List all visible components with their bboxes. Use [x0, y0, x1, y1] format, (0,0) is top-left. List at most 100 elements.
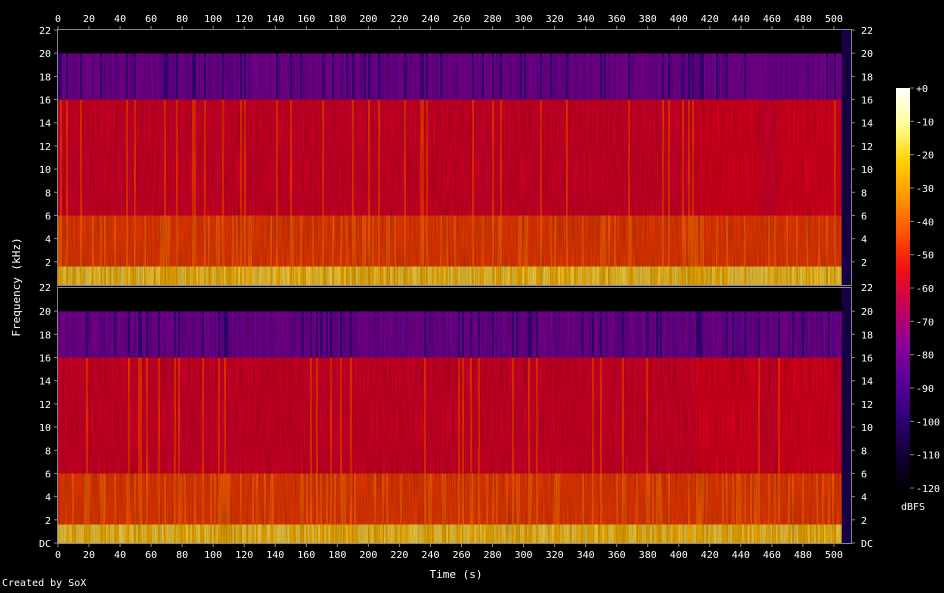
x-tick-label-bottom: 140 [266, 550, 284, 561]
y-tick-label-right: 4 [861, 235, 867, 246]
y-tick-label-right: 20 [861, 307, 873, 318]
y-tick-label-right: 10 [861, 165, 873, 176]
channel-2-texture [58, 288, 851, 543]
x-axis-bottom: 0 20 40 60 80 100 120 140 160 180 200 220 240 260 280 3… [55, 543, 843, 561]
x-tick-label-top: 120 [235, 14, 253, 25]
channel-1-frame [57, 29, 852, 286]
y-tick-label-right: 18 [861, 330, 873, 341]
y-tick-label-left: 10 [39, 165, 51, 176]
x-tick-label-bottom: 120 [235, 550, 253, 561]
colorbar-tick-label: -40 [916, 217, 934, 228]
x-tick-label-bottom: 440 [732, 550, 750, 561]
x-tick-label-top: 400 [670, 14, 688, 25]
x-tick-label-bottom: 280 [483, 550, 501, 561]
colorbar-tick-label: -60 [916, 284, 934, 295]
colorbar-tick-label: -110 [916, 451, 940, 462]
x-tick-label-top: 40 [114, 14, 126, 25]
x-tick-label-top: 140 [266, 14, 284, 25]
x-tick-label-top: 300 [515, 14, 533, 25]
y-tick-label-right: 18 [861, 72, 873, 83]
x-axis-top: 0 20 40 60 80 100 120 140 160 180 200 220 240 260 280 3… [55, 14, 843, 30]
y-tick-label-left: 22 [39, 26, 51, 37]
y-tick-label-left: 2 [45, 258, 51, 269]
y-tick-label-left: 14 [39, 119, 51, 130]
y-axis-label: Frequency (kHz) [10, 237, 23, 336]
x-tick-label-bottom: 40 [114, 550, 126, 561]
x-tick-label-top: 220 [390, 14, 408, 25]
x-tick-label-top: 320 [546, 14, 564, 25]
y-tick-label-right: 16 [861, 354, 873, 365]
y-tick-label-right: 8 [861, 446, 867, 457]
x-tick-label-top: 0 [55, 14, 61, 25]
y-tick-label-left: 8 [45, 446, 51, 457]
x-tick-label-bottom: 380 [639, 550, 657, 561]
y-tick-label-left: 10 [39, 423, 51, 434]
y-tick-label-right: 14 [861, 377, 873, 388]
y-tick-label-left: 18 [39, 72, 51, 83]
sox-credit: Created by SoX [2, 578, 87, 589]
y-tick-label-right: 10 [861, 423, 873, 434]
x-tick-label-bottom: 340 [577, 550, 595, 561]
y-tick-label-right: DC [861, 539, 873, 550]
colorbar-tick-label: +0 [916, 84, 928, 95]
y-tick-label-left: 8 [45, 188, 51, 199]
x-tick-label-bottom: 420 [701, 550, 719, 561]
y-tick-label-right: 8 [861, 188, 867, 199]
colorbar-tick-label: -70 [916, 317, 934, 328]
x-tick-label-bottom: 20 [83, 550, 95, 561]
colorbar-tick-label: -30 [916, 184, 934, 195]
x-tick-label-top: 260 [452, 14, 470, 25]
y-tick-label-left: 4 [45, 235, 51, 246]
x-tick-label-top: 160 [297, 14, 315, 25]
y-axis-left: 2 4 6 8 10 12 14 16 18 20 22 DC 2 4 6 8 10 12 14 16 18 20 22 [39, 26, 58, 550]
x-tick-label-top: 80 [176, 14, 188, 25]
x-tick-label-bottom: 100 [204, 550, 222, 561]
x-tick-label-top: 420 [701, 14, 719, 25]
x-tick-label-bottom: 480 [794, 550, 812, 561]
colorbar-tick-label: -50 [916, 251, 934, 262]
x-tick-label-top: 200 [359, 14, 377, 25]
x-tick-label-bottom: 320 [546, 550, 564, 561]
y-tick-label-right: 4 [861, 493, 867, 504]
colorbar-tick-label: -100 [916, 417, 940, 428]
y-tick-label-right: 6 [861, 469, 867, 480]
channel-1-spectrogram [58, 30, 852, 285]
x-tick-label-bottom: 0 [55, 550, 61, 561]
y-tick-label-left: 4 [45, 493, 51, 504]
colorbar-scale [896, 88, 910, 488]
y-tick-label-right: 12 [861, 400, 873, 411]
channel-2-spectrogram [58, 288, 852, 543]
y-tick-label-left: 20 [39, 307, 51, 318]
x-tick-label-top: 480 [794, 14, 812, 25]
y-tick-label-right: 6 [861, 211, 867, 222]
y-tick-label-right: 20 [861, 49, 873, 60]
y-tick-label-left: 14 [39, 377, 51, 388]
x-tick-label-top: 460 [763, 14, 781, 25]
x-tick-label-bottom: 400 [670, 550, 688, 561]
x-tick-label-top: 280 [483, 14, 501, 25]
x-tick-label-top: 360 [608, 14, 626, 25]
x-tick-label-top: 440 [732, 14, 750, 25]
x-tick-label-bottom: 220 [390, 550, 408, 561]
y-tick-label-right: 22 [861, 283, 873, 294]
y-tick-label-left: 6 [45, 469, 51, 480]
x-tick-label-top: 500 [825, 14, 843, 25]
x-tick-label-bottom: 260 [452, 550, 470, 561]
x-tick-label-top: 340 [577, 14, 595, 25]
y-tick-label-left: 16 [39, 96, 51, 107]
colorbar-label: dBFS [901, 502, 925, 513]
x-tick-label-top: 180 [328, 14, 346, 25]
x-tick-label-bottom: 360 [608, 550, 626, 561]
x-tick-label-top: 380 [639, 14, 657, 25]
y-tick-label-right: 16 [861, 96, 873, 107]
x-tick-label-bottom: 180 [328, 550, 346, 561]
y-tick-label-right: 22 [861, 26, 873, 37]
colorbar-tick-label: -10 [916, 117, 934, 128]
x-tick-label-top: 60 [145, 14, 157, 25]
y-axis-right: 2 4 6 8 10 12 14 16 18 20 22 DC 2 4 6 8 10 12 14 16 18 20 22 [851, 26, 873, 550]
y-tick-label-left: 2 [45, 516, 51, 527]
x-tick-label-bottom: 160 [297, 550, 315, 561]
y-tick-label-left: 18 [39, 330, 51, 341]
x-tick-label-bottom: 240 [421, 550, 439, 561]
